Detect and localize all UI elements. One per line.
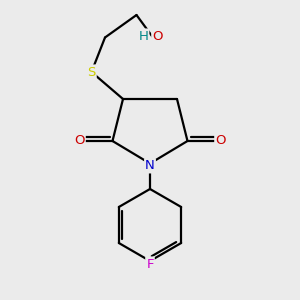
Text: O: O [152, 29, 163, 43]
Text: O: O [215, 134, 226, 148]
Text: H: H [139, 29, 148, 43]
Text: F: F [146, 257, 154, 271]
Text: S: S [87, 65, 96, 79]
Text: N: N [145, 159, 155, 172]
Text: O: O [74, 134, 85, 148]
